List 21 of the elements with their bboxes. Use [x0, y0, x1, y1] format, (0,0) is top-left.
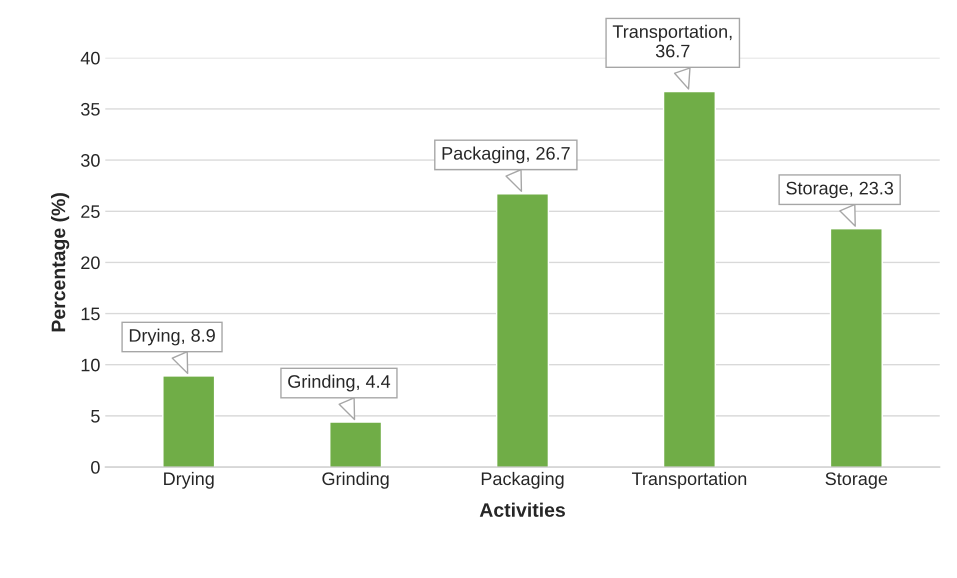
y-tick-label: 10 — [82, 358, 100, 372]
x-tick-label: Storage — [826, 472, 888, 489]
y-tick-label: 25 — [81, 205, 100, 218]
y-tick-label: 30 — [81, 154, 100, 167]
y-tick-label: 20 — [81, 256, 100, 270]
y-tick-label: 0 — [91, 460, 100, 474]
y-tick-label: 40 — [80, 52, 100, 65]
data-label: Transportation, 36.7 — [612, 24, 732, 58]
data-label: Grinding, 4.4 — [288, 374, 390, 392]
data-label: Packaging, 26.7 — [442, 146, 570, 164]
y-tick-label: 15 — [82, 308, 100, 320]
x-tick-label: Packaging — [482, 472, 564, 489]
y-tick-label: 5 — [91, 410, 100, 423]
x-tick-label: Drying — [164, 472, 214, 489]
x-tick-label: Grinding — [322, 472, 389, 489]
x-axis-title: Activities — [480, 502, 565, 517]
data-label: Drying, 8.9 — [130, 328, 215, 346]
y-axis-title: Percentage (%) — [51, 193, 70, 332]
x-tick-label: Transportation — [632, 472, 746, 489]
data-label: Storage, 23.3 — [786, 182, 894, 198]
y-tick-label: 35 — [81, 102, 100, 116]
